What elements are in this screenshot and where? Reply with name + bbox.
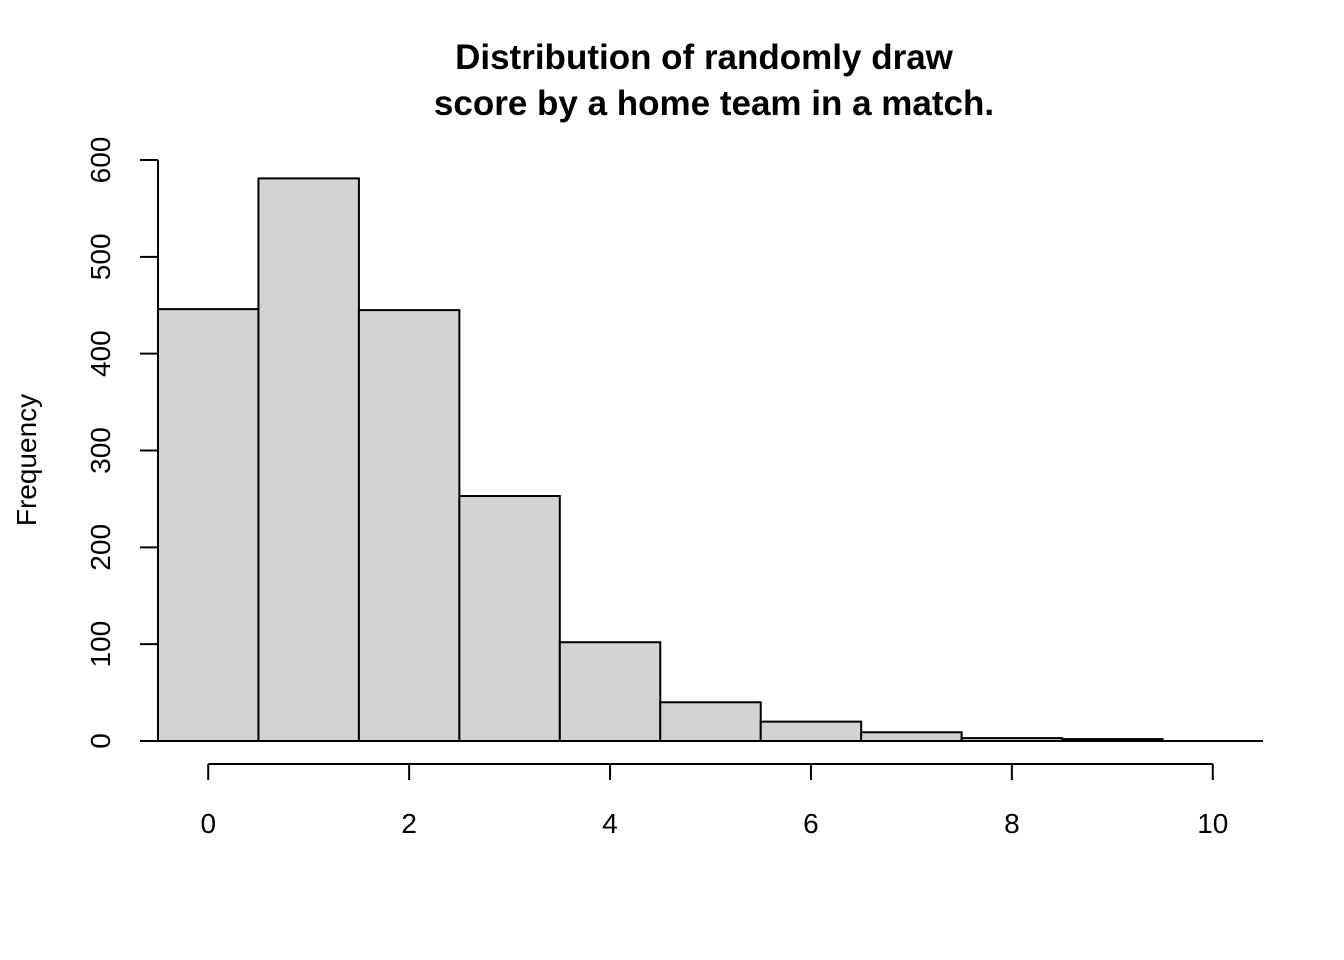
y-tick-label: 100 bbox=[85, 621, 116, 668]
y-tick-label: 600 bbox=[85, 137, 116, 184]
histogram-bar bbox=[960, 737, 1064, 742]
histogram-bar bbox=[157, 308, 260, 742]
x-tick-label: 6 bbox=[803, 808, 819, 839]
x-tick-label: 10 bbox=[1197, 808, 1228, 839]
y-tick-label: 0 bbox=[85, 733, 116, 749]
chart-title-line-2: score by a home team in a match. bbox=[434, 84, 994, 123]
y-axis: 0 100 200 300 400 500 600 bbox=[85, 137, 159, 749]
x-tick-label: 0 bbox=[200, 808, 216, 839]
bars-group bbox=[157, 177, 1263, 743]
histogram-bar bbox=[1061, 738, 1164, 743]
histogram-bar bbox=[458, 495, 561, 742]
x-tick-label: 4 bbox=[602, 808, 618, 839]
histogram-bar bbox=[659, 701, 762, 742]
chart-title-line-1: Distribution of randomly draw bbox=[455, 38, 954, 77]
y-axis-label: Frequency bbox=[11, 394, 42, 526]
y-tick-label: 400 bbox=[85, 330, 116, 377]
x-tick-label: 8 bbox=[1004, 808, 1020, 839]
x-axis: 0 2 4 6 8 10 bbox=[200, 763, 1228, 839]
y-tick-label: 300 bbox=[85, 427, 116, 474]
histogram-bar bbox=[257, 177, 360, 743]
y-tick-label: 200 bbox=[85, 524, 116, 571]
y-tick-label: 500 bbox=[85, 233, 116, 280]
histogram-bar bbox=[558, 641, 662, 742]
histogram-bar bbox=[860, 731, 963, 742]
histogram-bar bbox=[759, 720, 863, 743]
histogram-bar bbox=[357, 309, 461, 742]
x-tick-label: 2 bbox=[401, 808, 417, 839]
chart-title: Distribution of randomly draw score by a… bbox=[434, 38, 994, 123]
